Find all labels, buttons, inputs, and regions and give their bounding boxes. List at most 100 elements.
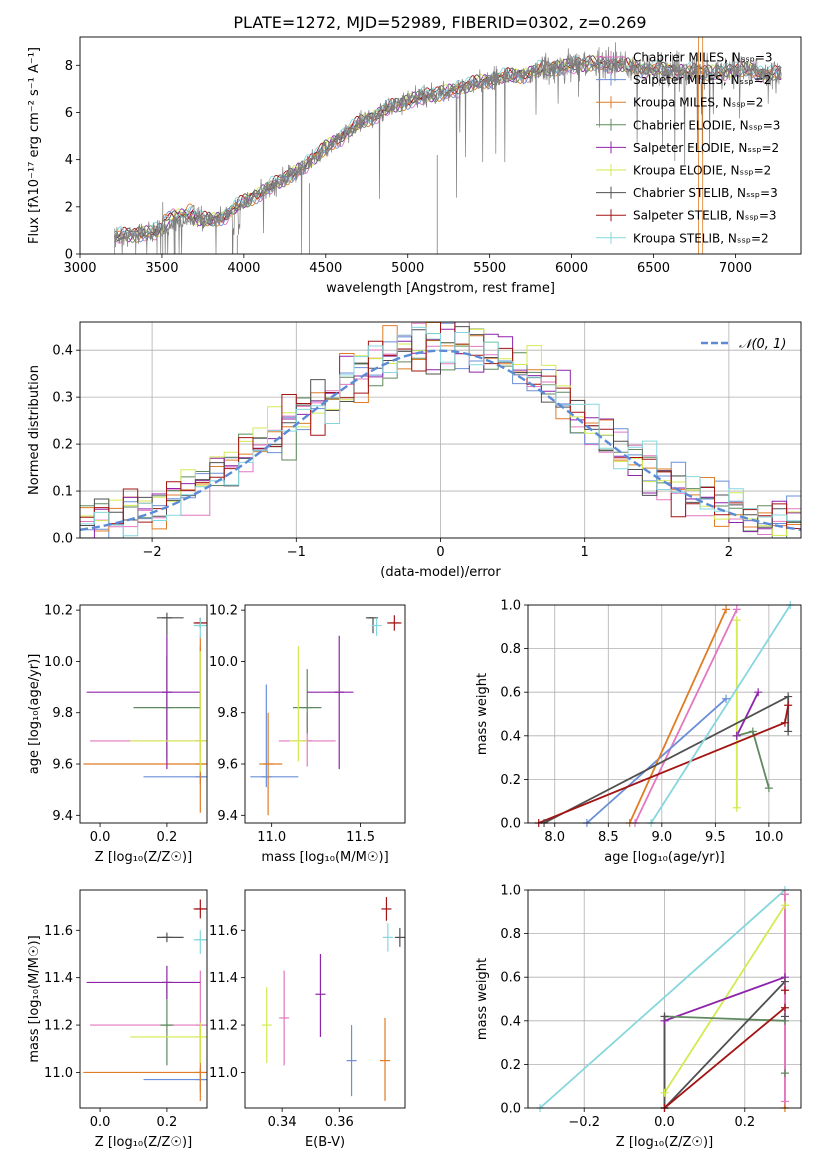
mass-weight-vs-age-marker-salpeter_elodie-0 [732,731,741,740]
mass-weight-vs-z-marker-chabrier_stelib-2 [780,977,789,986]
legend-label-kroupa_miles: Kroupa MILES, Nₛₛₚ=2 [633,96,763,110]
ebv-vs-mass-frame [244,889,406,1109]
mass-weight-vs-age-y-tick-label-2: 0.4 [500,729,521,744]
figure-title: PLATE=1272, MJD=52989, FIBERID=0302, z=0… [233,13,646,32]
mass-weight-vs-z-x-axis-label: Z [log₁₀(Z/Z☉)] [616,1135,713,1150]
mass-weight-vs-age-y-tick-label-0: 0.0 [500,817,521,832]
mass-weight-vs-z-marker-kroupa_elodie-0 [660,1088,669,1097]
residuals-x-axis-label: (data-model)/error [380,565,501,580]
mass-weight-vs-age-marker-salpeter_miles-1 [722,694,731,703]
mass-weight-vs-age-marker-salpeter_stelib-1 [780,718,789,727]
z-vs-age-y-tick-label-4: 10.2 [44,604,73,619]
spectrum-x-tick-label-7: 6500 [637,261,670,276]
chart-panels: 3000 3500 4000 4500 5000 5500 6000 6500 7000 0 2 4 6… [27,36,802,1150]
mass-weight-vs-age-x-tick-label-0: 8.0 [544,830,565,845]
mass-vs-age-frame [244,604,406,824]
mass-weight-vs-age-x-tick-label-2: 9.0 [651,830,672,845]
mass-weight-vs-z-line-chabrier_elodie [663,1015,786,1108]
mass-weight-vs-age-marker-kroupa_elodie-0 [732,803,741,812]
z-vs-age-y-axis-label: age [log₁₀(age/yr)] [27,654,42,775]
z-vs-age-x-axis-label: Z [log₁₀(Z/Z☉)] [95,850,192,865]
mass-vs-age-y-tick-label-1: 9.6 [217,758,238,773]
mass-weight-vs-z-x-tick-label-0: −0.2 [568,1115,600,1130]
spectrum-x-tick-label-3: 4500 [309,261,342,276]
mass-vs-age-plot-area [250,615,402,816]
histogram-kroupa_stelib [80,326,801,538]
mass-weight-vs-z-marker-salpeter_stelib-2 [780,986,789,995]
mass-weight-vs-age-marker-chabrier_stelib-1 [784,692,793,701]
mass-vs-age-y-tick-label-2: 9.8 [217,706,238,721]
residuals-y-tick-label-0: 0.0 [52,532,73,547]
mass-weight-vs-age-line-chabrier_miles [634,609,738,823]
legend-label-chabrier_miles: Chabrier MILES, Nₛₛₚ=3 [633,51,773,65]
spectrum-x-tick-label-0: 3000 [63,261,96,276]
z-vs-mass-plot-area [83,899,207,1101]
residuals-x-tick-label-2: 0 [436,545,444,560]
mass-weight-vs-z-marker-chabrier_miles-0 [780,1097,789,1106]
residuals-x-tick-label-4: 2 [725,545,733,560]
normal-curve [80,349,801,531]
spectrum-y-tick-label-4: 8 [65,59,73,74]
legend-label-chabrier_stelib: Chabrier STELIB, Nₛₛₚ=3 [633,186,778,200]
spectrum-plot-area [113,37,782,254]
residuals-y-tick-label-2: 0.2 [52,438,73,453]
mass-weight-vs-z-y-axis-label: mass weight [475,958,490,1040]
z-vs-age-panel: 0.0 0.2 9.4 9.6 9.8 10.0 10.2 Z [log₁₀(Z/Z☉)] ag… [27,604,208,865]
legend-label-chabrier_elodie: Chabrier ELODIE, Nₛₛₚ=3 [633,118,780,132]
spectrum-y-axis-label: Flux [fλ10⁻¹⁷ erg cm⁻² s⁻¹ A⁻¹] [27,47,42,244]
spectrum-x-tick-label-6: 6000 [555,261,588,276]
legend-label-kroupa_stelib: Kroupa STELIB, Nₛₛₚ=2 [633,231,769,245]
mass-vs-age-x-tick-label-1: 11.5 [346,830,375,845]
mass-weight-vs-z-line-salpeter_stelib [663,990,786,1108]
ebv-vs-mass-plot-area [261,897,405,1101]
spectrum-x-tick-label-8: 7000 [719,261,752,276]
mass-weight-vs-z-y-tick-label-0: 0.0 [500,1102,521,1117]
z-vs-mass-y-tick-label-2: 11.4 [44,971,73,986]
mass-weight-vs-age-marker-chabrier_elodie-2 [764,784,773,793]
mass-weight-vs-z-marker-chabrier_miles-1 [780,890,789,899]
ebv-vs-mass-y-tick-label-1: 11.2 [209,1019,238,1034]
mass-weight-vs-age-line-salpeter_elodie [735,691,760,737]
z-vs-mass-frame [79,889,208,1109]
mass-weight-vs-z-marker-salpeter_stelib-1 [780,1003,789,1012]
z-vs-age-y-tick-label-2: 9.8 [52,706,73,721]
residuals-frame [79,321,802,539]
ebv-vs-mass-y-tick-label-0: 11.0 [209,1066,238,1081]
z-vs-mass-x-tick-label-1: 0.2 [157,1115,178,1130]
z-vs-mass-x-axis-label: Z [log₁₀(Z/Z☉)] [95,1135,192,1150]
mass-weight-vs-z-marker-chabrier_elodie-3 [780,1069,789,1078]
mass-weight-vs-z-plot-area [528,890,801,1108]
mass-weight-vs-z-marker-kroupa_elodie-1 [780,901,789,910]
spectrum-frame [79,36,802,255]
legend-label-salpeter_miles: Salpeter MILES, Nₛₛₚ=2 [633,73,771,87]
z-vs-age-frame [79,604,208,824]
mass-weight-vs-age-marker-salpeter_stelib-2 [784,701,793,710]
mass-weight-vs-z-y-tick-label-1: 0.2 [500,1058,521,1073]
legend-label-salpeter_stelib: Salpeter STELIB, Nₛₛₚ=3 [633,209,777,223]
residuals-y-axis-label: Normed distribution [27,365,42,495]
mass-vs-age-y-tick-label-0: 9.4 [217,809,238,824]
legend-label-normal: 𝒩(0, 1) [739,337,786,352]
mass-weight-vs-z-y-tick-label-2: 0.4 [500,1014,521,1029]
spectrum-y-tick-label-3: 6 [65,106,73,121]
residuals-x-tick-label-1: −1 [287,545,306,560]
mass-vs-age-panel: 11.0 11.5 9.4 9.6 9.8 10.0 10.2 mass [log₁₀(M/M… [209,604,406,865]
mass-weight-vs-age-y-axis-label: mass weight [475,673,490,755]
ebv-vs-mass-panel: 0.34 0.36 11.0 11.2 11.4 11.6 E(B-V) [209,889,406,1150]
mass-weight-vs-z-y-tick-label-3: 0.6 [500,971,521,986]
z-vs-mass-y-tick-label-1: 11.2 [44,1019,73,1034]
ebv-vs-mass-x-tick-label-0: 0.34 [268,1115,297,1130]
spectrum-x-tick-label-2: 4000 [227,261,260,276]
spectrum-x-tick-label-4: 5000 [391,261,424,276]
mass-weight-vs-z-x-tick-label-1: 0.0 [654,1115,675,1130]
z-vs-mass-y-tick-label-0: 11.0 [44,1066,73,1081]
ebv-vs-mass-x-axis-label: E(B-V) [305,1135,345,1150]
z-vs-age-plot-area [83,612,207,813]
z-vs-mass-y-axis-label: mass [log₁₀(M/M☉)] [27,935,42,1062]
mass-weight-vs-age-frame [527,604,802,824]
residuals-plot-area [80,322,801,538]
mass-weight-vs-z-y-tick-label-4: 0.8 [500,927,521,942]
residuals-panel: −2 −1 0 1 2 0.0 0.1 0.2 0.3 0.4 (data-model)/error… [27,321,802,580]
ebv-vs-mass-y-tick-label-2: 11.4 [209,971,238,986]
legend-label-salpeter_elodie: Salpeter ELODIE, Nₛₛₚ=2 [633,141,779,155]
